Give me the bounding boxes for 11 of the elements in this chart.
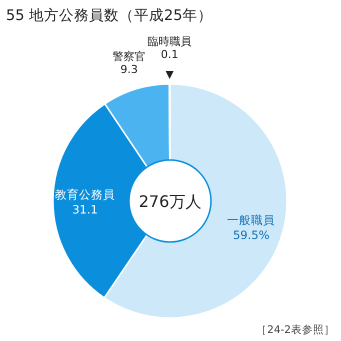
data-label: 9.3 <box>120 63 138 76</box>
slice-label: 教育公務員 <box>55 188 115 202</box>
slice-label: 警察官 <box>112 50 146 64</box>
data-label: 0.1 <box>160 48 178 61</box>
slice-label: 臨時職員 <box>148 35 192 48</box>
text: 276万人 <box>138 192 202 211</box>
data-label: 59.5% <box>232 228 270 242</box>
text: ［24-2表参照］ <box>256 323 335 336</box>
slice-label: 一般職員 <box>227 212 276 227</box>
data-label: 31.1 <box>72 202 98 217</box>
chart-title: 55 地方公務員数（平成25年） <box>6 7 213 24</box>
